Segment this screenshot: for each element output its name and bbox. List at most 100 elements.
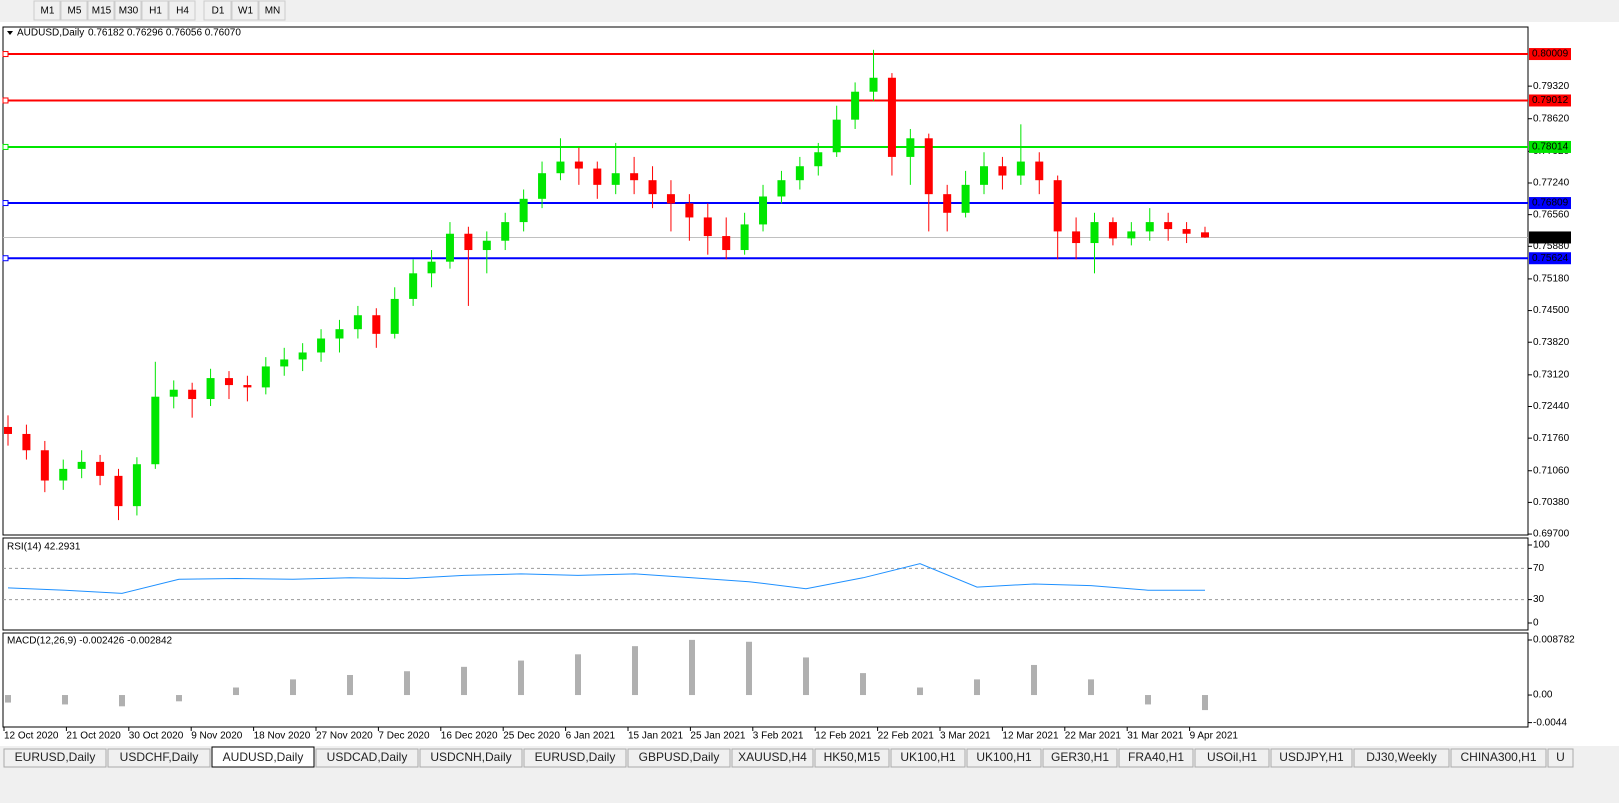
level-price: 0.78014: [1532, 142, 1569, 153]
candle-body: [280, 359, 289, 367]
candle-body: [980, 166, 989, 185]
candle-body: [501, 222, 510, 241]
y-tick-label: 100: [1533, 540, 1550, 551]
symbol-tab-label[interactable]: UK100,H1: [900, 750, 956, 764]
quote: 0.76182 0.76296 0.76056 0.76070: [88, 28, 241, 39]
timeframe-label[interactable]: MN: [265, 6, 281, 17]
timeframe-label[interactable]: M30: [119, 6, 139, 17]
x-tick-label: 9 Nov 2020: [191, 731, 243, 742]
symbol-tab[interactable]: [1547, 748, 1574, 768]
level-price-box: [1529, 140, 1571, 153]
x-tick-label: 3 Mar 2021: [940, 731, 991, 742]
candle-body: [851, 91, 860, 120]
timeframe-label[interactable]: W1: [238, 6, 253, 17]
timeframe-button[interactable]: [33, 0, 61, 21]
candle-body: [1127, 231, 1136, 239]
y-tick-label: 0.69700: [1533, 529, 1570, 540]
timeframe-button[interactable]: [231, 0, 259, 21]
candle-body: [556, 161, 565, 174]
symbol-tab-label[interactable]: DJ30,Weekly: [1366, 750, 1436, 764]
symbol-tab[interactable]: [731, 748, 814, 768]
macd-bar: [1088, 679, 1094, 696]
timeframe-label[interactable]: M15: [92, 6, 112, 17]
candle-body: [630, 173, 639, 181]
symbol-tab-label[interactable]: GER30,H1: [1051, 750, 1109, 764]
symbol-tab-label[interactable]: USOil,H1: [1207, 750, 1257, 764]
y-tick-label: 0.71760: [1533, 433, 1570, 444]
y-tick-label: 0.75880: [1533, 241, 1570, 252]
symbol-tab-label[interactable]: U: [1556, 750, 1565, 764]
symbol-tab[interactable]: [211, 746, 315, 768]
x-tick-label: 25 Dec 2020: [503, 731, 560, 742]
symbol-tab-label[interactable]: USDCAD,Daily: [327, 750, 408, 764]
symbol-tab-label[interactable]: USDJPY,H1: [1279, 750, 1344, 764]
timeframe-button[interactable]: [87, 0, 115, 21]
candle-body: [961, 184, 970, 213]
candle-body: [740, 224, 749, 251]
symbol-tab[interactable]: [814, 748, 890, 768]
candle-body: [22, 433, 31, 451]
symbol-tab[interactable]: [419, 748, 523, 768]
timeframe-label[interactable]: M5: [68, 6, 82, 17]
level-price: 0.75624: [1532, 253, 1569, 264]
y-tick-label: 0.73820: [1533, 337, 1570, 348]
y-tick-label: 0.75180: [1533, 274, 1570, 285]
symbol-tab-label[interactable]: HK50,M15: [824, 750, 881, 764]
symbol-tab-label[interactable]: CHINA300,H1: [1460, 750, 1536, 764]
x-tick-label: 12 Mar 2021: [1002, 731, 1059, 742]
symbol-tab-label[interactable]: XAUUSD,H4: [738, 750, 807, 764]
macd-bar: [404, 671, 410, 696]
symbol-tab[interactable]: [1042, 748, 1118, 768]
header-arrow: [7, 31, 13, 35]
level-handle: [2, 97, 9, 104]
symbol-tab-label[interactable]: USDCNH,Daily: [430, 750, 511, 764]
timeframe-button[interactable]: [203, 0, 232, 21]
timeframe-button[interactable]: [60, 0, 88, 21]
symbol-tab[interactable]: [1194, 748, 1270, 768]
timeframe-button[interactable]: [258, 0, 286, 21]
y-tick-label: 0.78620: [1533, 113, 1570, 124]
symbol-tab[interactable]: [1270, 748, 1353, 768]
timeframe-button[interactable]: [168, 0, 196, 21]
symbol-tab[interactable]: [3, 748, 107, 768]
timeframe-label[interactable]: H4: [176, 6, 189, 17]
y-tick-label: 0.74500: [1533, 305, 1570, 316]
candle-body: [206, 378, 215, 400]
macd-bar: [461, 666, 467, 696]
timeframe-button[interactable]: [114, 0, 142, 21]
symbol-tab[interactable]: [1450, 748, 1547, 768]
candle-body: [1182, 229, 1191, 234]
symbol-tab-label[interactable]: UK100,H1: [976, 750, 1032, 764]
level-handle: [2, 255, 9, 262]
symbol-tab-label[interactable]: FRA40,H1: [1128, 750, 1184, 764]
candle-body: [59, 468, 68, 481]
symbol-tab[interactable]: [315, 748, 419, 768]
symbol-tab[interactable]: [1353, 748, 1450, 768]
y-tick-label: 0.77240: [1533, 178, 1570, 189]
candle-body: [132, 464, 141, 507]
symbol-tab-label[interactable]: GBPUSD,Daily: [639, 750, 720, 764]
candle-body: [464, 233, 473, 251]
symbol-tab[interactable]: [107, 748, 211, 768]
macd-panel: [2, 632, 1529, 728]
symbol-tab-label[interactable]: USDCHF,Daily: [120, 750, 199, 764]
symbol-tab[interactable]: [627, 748, 731, 768]
timeframe-label[interactable]: H1: [149, 6, 162, 17]
symbol-tab-label[interactable]: EURUSD,Daily: [535, 750, 616, 764]
symbol-tab[interactable]: [1118, 748, 1194, 768]
level-handle: [2, 143, 9, 150]
timeframe-label[interactable]: D1: [212, 6, 225, 17]
level-price-box: [1529, 252, 1571, 265]
symbol-tab-label[interactable]: EURUSD,Daily: [15, 750, 96, 764]
candle-body: [188, 389, 197, 400]
symbol-tab-label[interactable]: AUDUSD,Daily: [223, 750, 304, 764]
candle-body: [1016, 161, 1025, 176]
timeframe-button[interactable]: [141, 0, 169, 21]
x-tick-label: 16 Dec 2020: [441, 731, 498, 742]
symbol-tab[interactable]: [966, 748, 1042, 768]
symbol-tab[interactable]: [890, 748, 966, 768]
timeframe-label[interactable]: M1: [41, 6, 55, 17]
symbol-tab[interactable]: [523, 748, 627, 768]
